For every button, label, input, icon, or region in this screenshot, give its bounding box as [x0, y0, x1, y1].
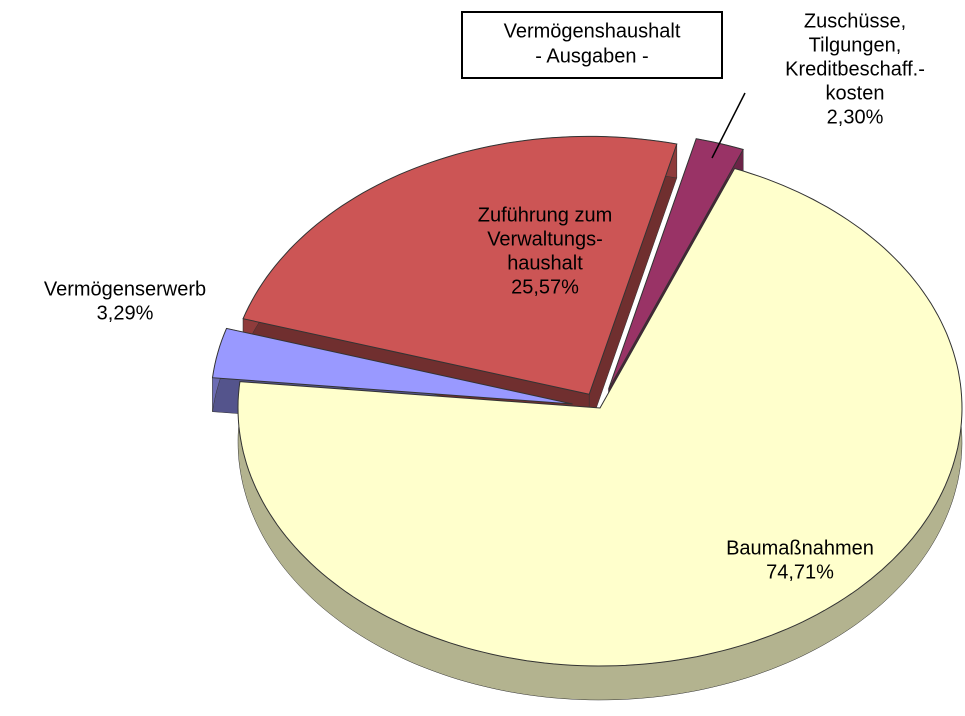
chart-title: - Ausgaben -: [535, 45, 648, 67]
value-label: 3,29%: [97, 302, 154, 324]
leader-line: [711, 92, 746, 159]
slice-label: Tilgungen,: [809, 34, 902, 56]
slice: [211, 327, 573, 405]
value-label: 74,71%: [766, 561, 834, 583]
title-box: [461, 11, 723, 79]
slice-label: Verwaltungs-: [487, 228, 603, 250]
slice-label: Zuschüsse,: [804, 10, 906, 32]
slice-label: kosten: [826, 82, 885, 104]
chart-title: Vermögenshaushalt: [504, 20, 681, 42]
slice: [237, 167, 963, 667]
slice-label: Zuführung zum: [478, 204, 613, 226]
slice-label: haushalt: [507, 252, 583, 274]
tops: [211, 135, 963, 667]
slice: [242, 135, 678, 395]
slice-label: Vermögenserwerb: [44, 278, 206, 300]
value-label: 25,57%: [511, 276, 579, 298]
slice-label: Baumaßnahmen: [726, 537, 874, 559]
pie: [211, 135, 963, 701]
value-label: 2,30%: [827, 106, 884, 128]
slice-label: Kreditbeschaff.-: [785, 58, 925, 80]
